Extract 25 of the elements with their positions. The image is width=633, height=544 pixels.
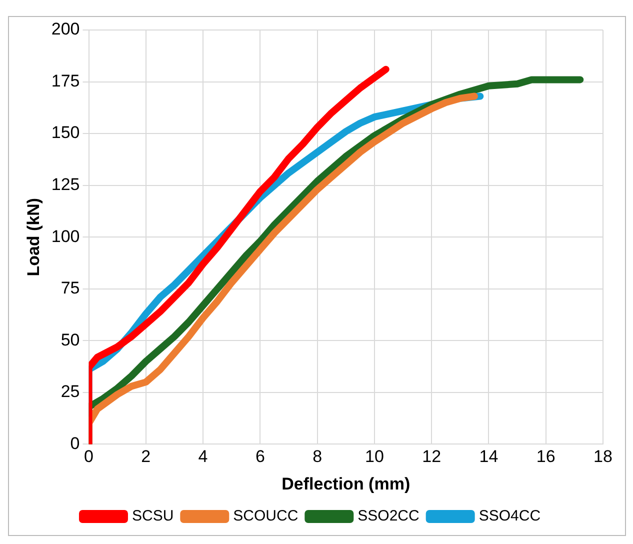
x-tick-label: 12 [422,447,442,466]
y-tick-label: 125 [51,175,80,194]
legend-label: SSO4CC [478,508,541,525]
x-tick-label: 16 [536,447,556,466]
y-tick-label: 50 [60,330,80,350]
x-tick-label: 18 [594,447,612,466]
y-axis-title: Load (kN) [24,198,43,276]
legend-label: SCSU [132,508,174,525]
x-tick-label: 2 [141,447,151,466]
y-tick-label: 75 [60,278,80,298]
x-axis-title: Deflection (mm) [282,474,410,494]
y-tick-label: 175 [51,71,80,90]
y-tick-label: 150 [51,123,80,142]
y-tick-label: 200 [51,20,80,39]
y-tick-label: 100 [51,226,80,246]
x-tick-label: 0 [84,447,94,466]
legend-label: SCOUCC [233,508,298,525]
y-tick-label: 25 [60,382,80,402]
x-tick-label: 14 [479,447,498,466]
x-tick-label: 6 [255,447,265,466]
x-tick-label: 10 [364,447,384,466]
x-tick-label: 8 [312,447,322,466]
y-tick-label: 0 [70,434,80,453]
legend-label: SSO2CC [358,508,420,525]
x-tick-label: 4 [198,447,208,466]
